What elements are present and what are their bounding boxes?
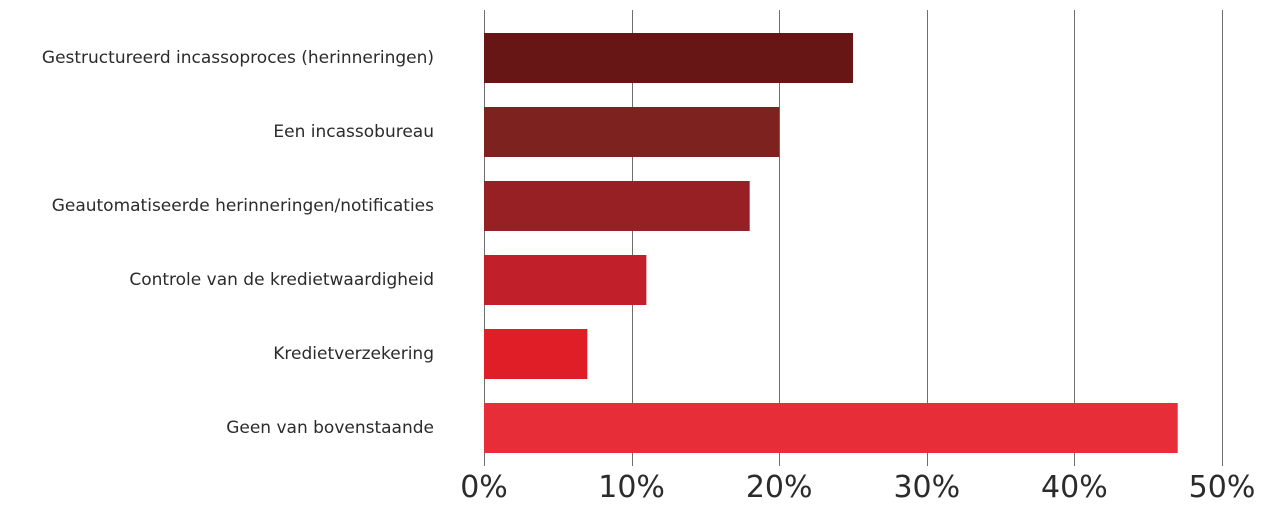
- category-label-5: Geen van bovenstaande: [226, 418, 434, 438]
- bar-4: [484, 329, 588, 379]
- bar-3: [484, 255, 647, 305]
- x-tick-label-2: 20%: [746, 470, 813, 505]
- category-label-3: Controle van de kredietwaardigheid: [129, 270, 434, 290]
- x-tick-label-3: 30%: [893, 470, 960, 505]
- bars: [484, 33, 1178, 453]
- bar-5: [484, 403, 1178, 453]
- category-label-1: Een incassobureau: [273, 122, 434, 142]
- category-label-4: Kredietverzekering: [273, 344, 434, 364]
- gridlines: [484, 10, 1223, 466]
- bar-0: [484, 33, 853, 83]
- x-tick-label-1: 10%: [598, 470, 665, 505]
- x-tick-labels: 0% 10% 20% 30% 40% 50%: [460, 470, 1255, 505]
- x-tick-label-4: 40%: [1041, 470, 1108, 505]
- category-label-0: Gestructureerd incassoproces (herinnerin…: [42, 48, 434, 68]
- bar-1: [484, 107, 780, 157]
- x-tick-label-5: 50%: [1189, 470, 1256, 505]
- category-labels: Gestructureerd incassoproces (herinnerin…: [42, 48, 434, 438]
- bar-2: [484, 181, 750, 231]
- category-label-2: Geautomatiseerde herinneringen/notificat…: [52, 196, 434, 216]
- x-tick-label-0: 0%: [460, 470, 508, 505]
